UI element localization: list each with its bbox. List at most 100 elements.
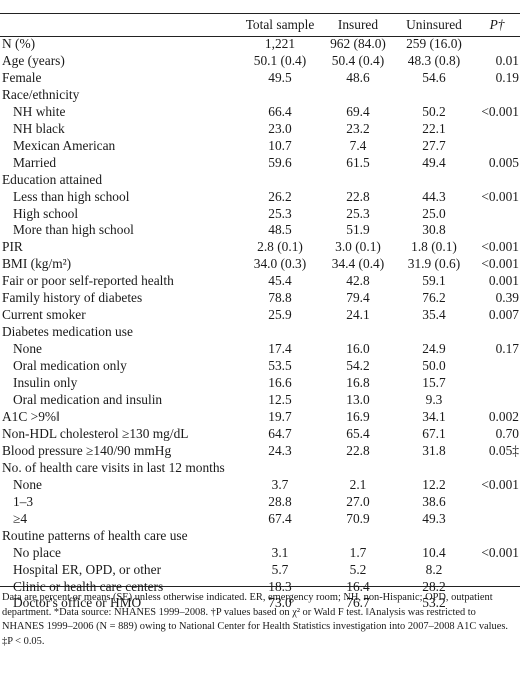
row-label: No place xyxy=(13,544,61,560)
cell-insured: 22.8 xyxy=(346,442,370,458)
row-label: Age (years) xyxy=(2,52,65,68)
cell-insured: 16.9 xyxy=(346,408,370,424)
cell-total-sample: 45.4 xyxy=(268,273,292,289)
cell-insured xyxy=(322,324,394,341)
table-row: Female 49.5 48.6 54.6 0.19 xyxy=(0,70,520,87)
cell-p-value: <0.001 xyxy=(481,103,519,119)
cell-uninsured: 22.1 xyxy=(422,120,446,136)
cell-uninsured: 34.1 xyxy=(422,408,446,424)
cell-insured: 65.4 xyxy=(346,425,370,441)
cell-p-value xyxy=(474,494,520,511)
row-label: Diabetes medication use xyxy=(2,324,133,340)
table-row: Blood pressure ≥140/90 mmHg 24.3 22.8 31.8 0… xyxy=(0,443,520,460)
cell-uninsured: 30.8 xyxy=(422,222,446,238)
row-label: Race/ethnicity xyxy=(2,86,80,102)
cell-insured xyxy=(322,528,394,545)
cell-insured: 61.5 xyxy=(346,154,370,170)
cell-insured: 42.8 xyxy=(346,273,370,289)
cell-total-sample: 16.6 xyxy=(268,375,292,391)
table-row: Oral medication and insulin 12.5 13.0 9.3 xyxy=(0,392,520,409)
cell-total-sample: 49.5 xyxy=(268,69,292,85)
cell-p-value xyxy=(474,324,520,341)
cell-total-sample: 17.4 xyxy=(268,341,292,357)
row-label: None xyxy=(13,341,43,357)
table-row: None 3.7 2.1 12.2 <0.001 xyxy=(0,477,520,494)
cell-total-sample: 28.8 xyxy=(268,493,292,509)
row-label: A1C >9%‖ xyxy=(2,408,60,424)
cell-uninsured: 67.1 xyxy=(422,425,446,441)
row-label: Female xyxy=(2,69,42,85)
cell-insured: 27.0 xyxy=(346,493,370,509)
row-label: High school xyxy=(13,205,79,221)
row-label: NH black xyxy=(13,120,65,136)
cell-uninsured: 35.4 xyxy=(422,307,446,323)
table-row: Insulin only 16.6 16.8 15.7 xyxy=(0,375,520,392)
cell-uninsured: 8.2 xyxy=(425,561,443,577)
header-total-sample: Total sample xyxy=(245,17,315,32)
cell-uninsured: 1.8 (0.1) xyxy=(411,239,457,255)
cell-uninsured: 49.4 xyxy=(422,154,446,170)
row-label: NH white xyxy=(13,103,66,119)
cell-uninsured xyxy=(394,324,474,341)
cell-uninsured xyxy=(394,460,474,477)
cell-uninsured: 54.6 xyxy=(422,69,446,85)
cell-uninsured: 31.8 xyxy=(422,442,446,458)
row-label: Hospital ER, OPD, or other xyxy=(13,561,162,577)
table-row: 1–3 28.8 27.0 38.6 xyxy=(0,494,520,511)
table-footnote: Data are percent or means (SE) unless ot… xyxy=(2,592,508,647)
cell-p-value: 0.70 xyxy=(495,425,519,441)
row-label: Married xyxy=(13,154,57,170)
cell-p-value: 0.39 xyxy=(495,290,519,306)
table-row: Doctor's office or HMO 73.0 76.7 53.2 xyxy=(0,595,520,612)
cell-insured: 50.4 (0.4) xyxy=(331,52,385,68)
cell-insured: 34.4 (0.4) xyxy=(331,256,385,272)
table-row: Current smoker 25.9 24.1 35.4 0.007 xyxy=(0,307,520,324)
table-row: Clinic or health care centers 18.3 16.4 28.… xyxy=(0,579,520,596)
cell-p-value xyxy=(474,36,520,53)
cell-uninsured: 76.2 xyxy=(422,290,446,306)
cell-p-value xyxy=(474,358,520,375)
cell-p-value xyxy=(474,528,520,545)
cell-total-sample: 48.5 xyxy=(268,222,292,238)
cell-p-value xyxy=(474,138,520,155)
row-label: Clinic or health care centers xyxy=(13,578,164,594)
cell-total-sample: 18.3 xyxy=(268,578,292,594)
cell-insured xyxy=(322,172,394,189)
cell-total-sample: 25.9 xyxy=(268,307,292,323)
cell-p-value xyxy=(474,460,520,477)
cell-uninsured: 9.3 xyxy=(425,392,443,408)
cell-insured: 70.9 xyxy=(346,510,370,526)
cell-uninsured: 38.6 xyxy=(422,493,446,509)
row-label: Oral medication and insulin xyxy=(13,392,163,408)
cell-p-value: <0.001 xyxy=(481,544,519,560)
cell-p-value xyxy=(474,87,520,104)
table-row: More than high school 48.5 51.9 30.8 xyxy=(0,222,520,239)
header-insured: Insured xyxy=(337,17,379,32)
cell-insured: 2.1 xyxy=(349,476,367,492)
cell-total-sample: 12.5 xyxy=(268,392,292,408)
cell-total-sample: 2.8 (0.1) xyxy=(257,239,303,255)
cell-total-sample: 23.0 xyxy=(268,120,292,136)
cell-p-value: 0.001 xyxy=(488,273,519,289)
cell-insured: 22.8 xyxy=(346,188,370,204)
cell-insured: 16.8 xyxy=(346,375,370,391)
cell-p-value xyxy=(474,392,520,409)
table-row: ≥4 67.4 70.9 49.3 xyxy=(0,511,520,528)
row-label: N (%) xyxy=(2,36,36,51)
row-label: Oral medication only xyxy=(13,358,127,374)
cell-uninsured: 53.2 xyxy=(422,595,446,611)
row-label: Doctor's office or HMO xyxy=(13,595,142,611)
table-row: PIR 2.8 (0.1) 3.0 (0.1) 1.8 (0.1) <0.001 xyxy=(0,239,520,256)
header-p-value: P† xyxy=(489,17,505,32)
table-row: N (%) 1,221 962 (84.0) 259 (16.0) xyxy=(0,36,520,53)
header-uninsured: Uninsured xyxy=(406,17,462,32)
cell-total-sample: 26.2 xyxy=(268,188,292,204)
cell-total-sample xyxy=(238,87,322,104)
cell-insured: 13.0 xyxy=(346,392,370,408)
cell-uninsured: 24.9 xyxy=(422,341,446,357)
cell-total-sample: 3.7 xyxy=(271,476,289,492)
cell-insured: 3.0 (0.1) xyxy=(335,239,381,255)
header-rule xyxy=(0,36,520,37)
cell-uninsured: 50.0 xyxy=(422,358,446,374)
cell-total-sample xyxy=(238,528,322,545)
